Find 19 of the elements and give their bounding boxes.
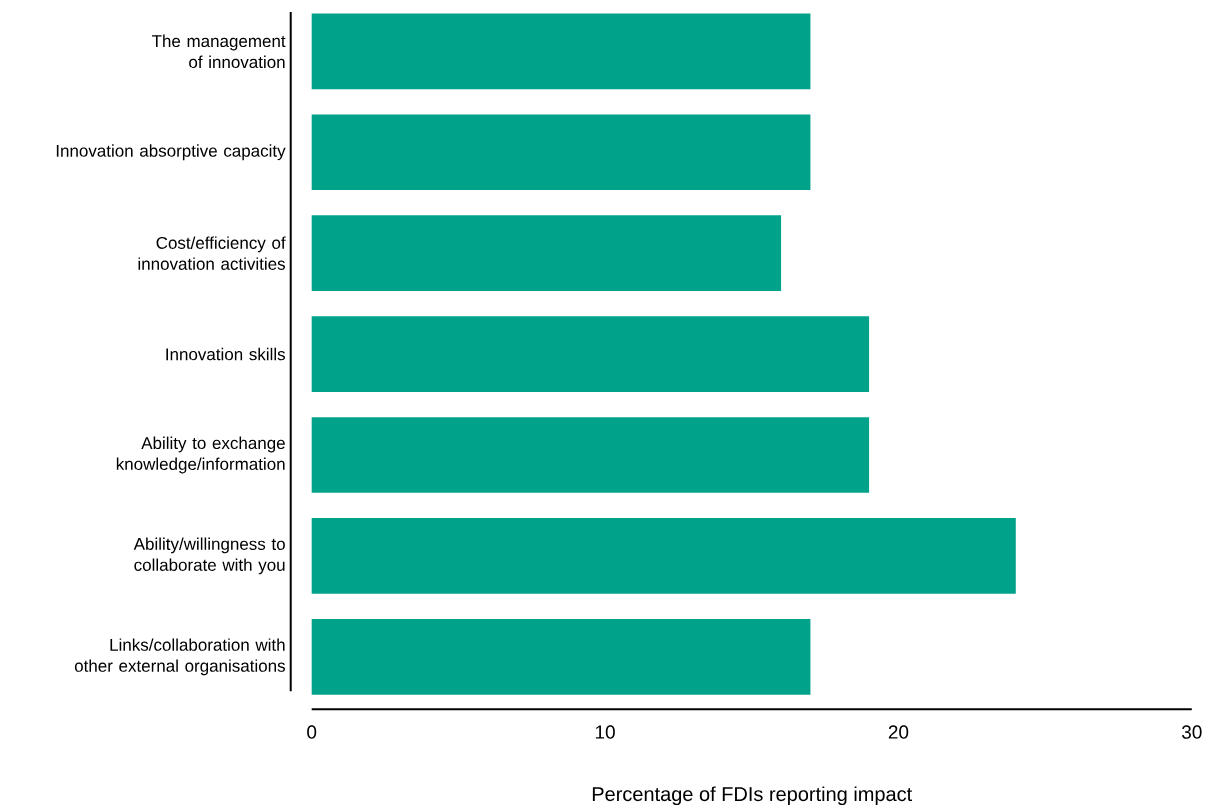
x-tick-label: 30: [1181, 725, 1202, 739]
y-tick-label: Innovation skills: [166, 347, 285, 361]
y-tick-label: Links/collaboration with other external organisations: [74, 638, 285, 676]
bar: [311, 518, 1016, 594]
y-tick-label: Innovation absorptive capacity: [56, 144, 286, 161]
bar: [311, 417, 870, 493]
y-tick-label: The management of innovation: [151, 34, 286, 69]
bar: [311, 619, 811, 695]
y-tick-label: Ability/willingness to collaborate with you: [133, 537, 285, 575]
bar: [311, 215, 782, 292]
bar: [311, 13, 811, 90]
x-tick-label: 20: [888, 725, 909, 739]
bar: [311, 114, 811, 191]
y-tick-label: Ability to exchange knowledge/information: [116, 436, 285, 474]
x-tick-label: 10: [595, 725, 615, 739]
x-tick-label: 0: [307, 725, 317, 739]
bar: [311, 316, 870, 393]
y-tick-label: Cost/efficiency of innovation activities: [138, 236, 286, 270]
x-axis-title: Percentage of FDIs reporting impact: [592, 786, 913, 806]
